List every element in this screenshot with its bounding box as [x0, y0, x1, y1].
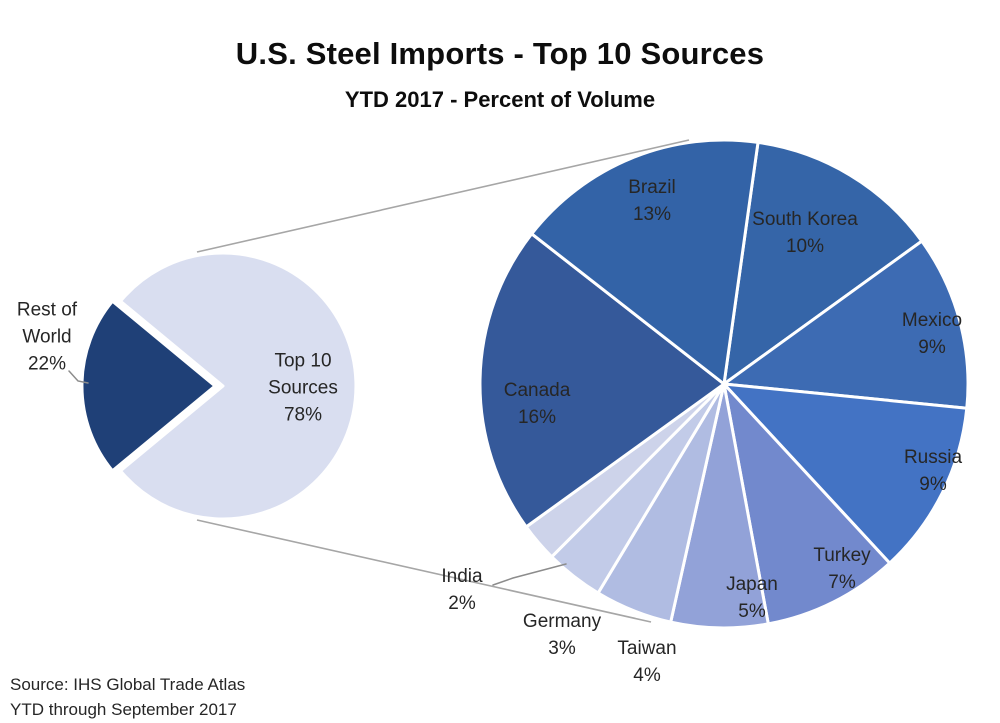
label-turkey: Turkey 7%: [813, 545, 871, 593]
label-germany: Germany 3%: [522, 611, 602, 659]
detail-pie: [478, 138, 970, 630]
pie-slice-south-korea: [722, 140, 924, 386]
pie-slice-rest-of-world: [80, 299, 217, 473]
pie-slice-russia: [722, 382, 969, 565]
source-line: Source: IHS Global Trade Atlas: [10, 675, 246, 694]
label-taiwan: Taiwan 4%: [617, 638, 677, 686]
label-mexico: Mexico 9%: [901, 310, 963, 358]
label-south-korea: South Korea 10%: [752, 209, 858, 257]
label-rest-of-world: Rest of World 22%: [16, 299, 78, 375]
label-india: India 2%: [441, 566, 483, 614]
pie-slice-brazil: [530, 138, 760, 386]
chart-title: U.S. Steel Imports - Top 10 Sources: [235, 36, 765, 71]
pie-slice-mexico: [722, 239, 970, 410]
overview-pie: [80, 251, 358, 521]
pie-slice-turkey: [722, 382, 892, 626]
series-connector-line-bottom: [196, 519, 652, 623]
chart-subtitle: YTD 2017 - Percent of Volume: [344, 87, 656, 112]
series-connector-line-top: [196, 139, 690, 253]
pie-slice-top-10-sources: [119, 251, 358, 521]
label-canada: Canada 16%: [503, 380, 571, 428]
label-top-10-sources: Top 10 Sources 78%: [268, 350, 338, 426]
pie-slice-canada: [478, 232, 726, 529]
source-period-line: YTD through September 2017: [10, 700, 237, 719]
label-brazil: Brazil 13%: [628, 177, 676, 225]
label-japan: Japan 5%: [726, 574, 778, 622]
label-russia: Russia 9%: [903, 447, 963, 495]
source-note: Source: IHS Global Trade Atlas YTD throu…: [10, 672, 245, 722]
india-leader-line: [492, 563, 567, 586]
rest-of-world-leader-line: [68, 370, 89, 384]
